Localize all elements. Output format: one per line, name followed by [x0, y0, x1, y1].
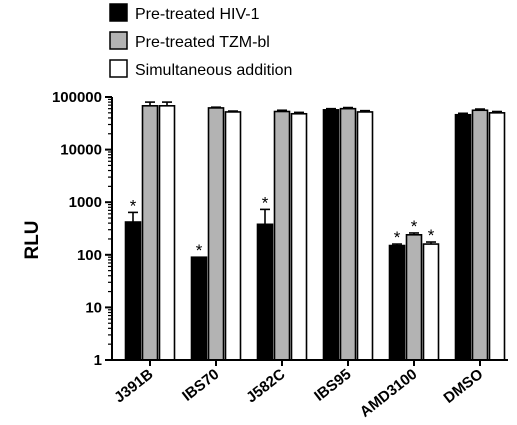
bar-2-J582C [290, 112, 308, 361]
bar-1-J391B [141, 105, 159, 361]
significance-star: * [130, 196, 137, 215]
legend-swatch-2 [109, 59, 128, 78]
bar-2-DMSO [488, 112, 506, 361]
x-tick-label: DMSO [441, 366, 487, 407]
bar-2-IBS95 [356, 111, 374, 361]
legend-label-2: Simultaneous addition [135, 62, 292, 79]
bar-1-J582C [273, 110, 291, 361]
x-axis: J391B IBS70 J582C IBS95 AMD3100 DMSO [111, 359, 508, 421]
legend-swatch-1 [109, 31, 128, 50]
bar-1-DMSO [471, 109, 489, 361]
bar-1-AMD3100 [405, 234, 423, 361]
y-tick-label: 10 [85, 299, 102, 316]
significance-star: * [196, 241, 203, 260]
bar-2-AMD3100 [422, 243, 440, 361]
x-tick-label: AMD3100 [357, 366, 421, 421]
bar-2-IBS70 [224, 111, 242, 361]
y-axis: 1 10 100 1000 10000 100000 [52, 89, 113, 369]
x-tick-label: IBS95 [311, 366, 354, 405]
x-tick-label: J582C [243, 366, 288, 407]
bar-1-IBS70 [207, 107, 225, 361]
y-tick-label: 100000 [52, 89, 102, 106]
x-tick-label: IBS70 [179, 366, 222, 405]
y-tick-label: 100 [77, 247, 102, 264]
bar-0-J391B [124, 221, 142, 361]
y-tick-label: 10000 [60, 142, 102, 159]
bar-0-DMSO [454, 113, 472, 361]
legend-swatch-0 [109, 3, 128, 22]
legend-label-1: Pre-treated TZM-bl [135, 34, 270, 51]
significance-star: * [394, 228, 401, 247]
legend: Pre-treated HIV-1 Pre-treated TZM-bl Simul… [109, 3, 292, 79]
x-tick-label: J391B [111, 366, 156, 407]
y-tick-label: 1000 [69, 194, 102, 211]
significance-star: * [428, 226, 435, 245]
y-tick-label: 1 [94, 352, 102, 369]
significance-star: * [262, 193, 269, 212]
significance-star: * [411, 217, 418, 236]
y-axis-label: RLU [22, 220, 43, 259]
bar-0-IBS95 [322, 109, 340, 361]
legend-label-0: Pre-treated HIV-1 [135, 6, 260, 23]
bar-0-AMD3100 [388, 244, 406, 361]
bar-1-IBS95 [339, 107, 357, 361]
bars: * * * * * * [124, 101, 506, 361]
bar-0-IBS70 [190, 256, 208, 361]
bar-0-J582C [256, 223, 274, 361]
bar-2-J391B [158, 105, 176, 361]
